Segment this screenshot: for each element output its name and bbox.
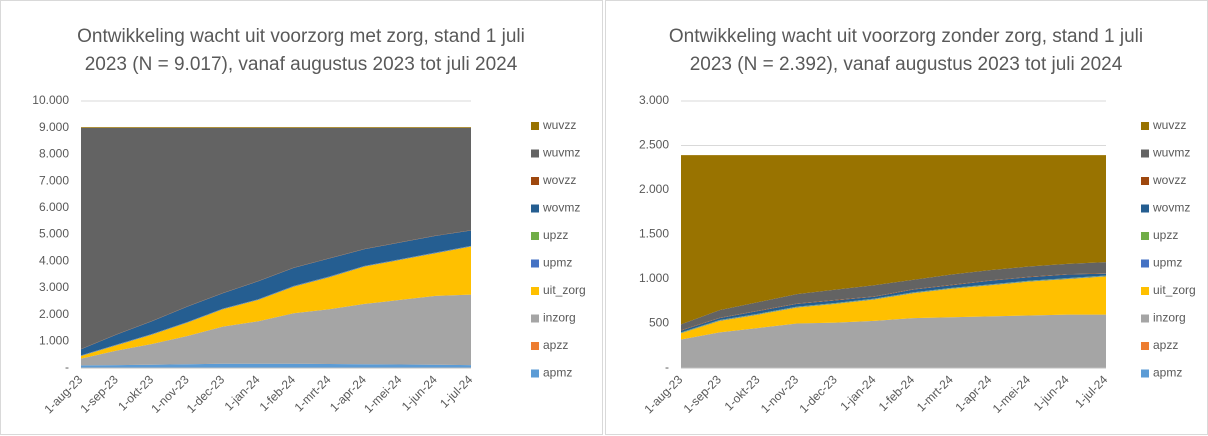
chart-title: Ontwikkeling wacht uit voorzorg zonder z… [668,26,1144,75]
legend-swatch [1141,259,1149,268]
x-tick-label: 1-mrt-24 [292,372,334,414]
legend-label: wovzz [542,173,576,187]
y-tick-label: 7.000 [39,173,69,187]
area [81,363,471,368]
legend-label: apmz [1153,366,1182,380]
x-tick-label: 1-jan-24 [838,372,879,413]
x-tick-label: 1-dec-23 [797,372,841,416]
legend-label: uit_zorg [1153,283,1196,297]
x-tick-label: 1-dec-23 [184,372,228,416]
legend-label: inzorg [543,311,576,325]
legend-swatch [531,122,539,130]
legend-swatch [531,287,539,295]
x-tick-label: 1-jul-24 [1072,372,1110,410]
legend-swatch [1141,314,1149,323]
x-tick-label: 1-jan-24 [222,372,263,413]
y-tick-label: 1.000 [39,333,69,347]
y-tick-label: - [665,360,669,374]
x-tick-label: 1-feb-24 [257,372,299,414]
legend-swatch [1141,232,1149,240]
legend-label: wuvzz [542,118,576,132]
y-tick-label: 3.000 [39,280,69,294]
chart-panel: - 500 1.000 1.500 2.000 2.500 3.000 1-aug-23 1-s… [605,0,1208,435]
legend-label: inzorg [1153,311,1186,325]
area [681,155,1106,325]
legend-swatch [531,342,539,350]
legend-swatch [531,204,539,213]
legend-label: uit_zorg [543,283,586,297]
area [681,276,1106,340]
y-tick-label: 3.000 [639,93,669,107]
x-tick-label: 1-mei-24 [361,372,405,416]
legend-swatch [531,314,539,323]
legend-label: wovmz [1152,201,1190,215]
legend-swatch [531,177,539,185]
area [681,314,1106,368]
legend-swatch [531,259,539,268]
y-tick-label: 5.000 [39,227,69,241]
area [681,262,1106,331]
area [81,127,471,128]
x-tick-label: 1-jun-24 [1031,372,1072,413]
legend-label: upzz [1153,228,1178,242]
x-tick-label: 1-feb-24 [876,372,918,414]
y-tick-label: 2.500 [639,138,669,152]
area [81,246,471,359]
y-tick-label: - [65,360,69,374]
chart: - 500 1.000 1.500 2.000 2.500 3.000 1-aug-231-s… [639,93,1196,416]
x-tick-label: 1-jul-24 [437,372,475,410]
legend-swatch [531,369,539,378]
x-tick-label: 1-aug-23 [641,372,685,416]
x-tick-label: 1-apr-24 [952,372,994,414]
y-tick-label: 10.000 [32,93,69,107]
legend-swatch [1141,287,1149,295]
legend-label: upzz [543,228,568,242]
legend-label: wovmz [542,201,580,215]
y-tick-label: 8.000 [39,147,69,161]
x-tick-label: 1-sep-23 [681,372,725,416]
legend-swatch [1141,122,1149,130]
legend-label: wovzz [1152,173,1186,187]
chart-panel: - 1.000 2.000 3.000 4.000 5.000 6.000 7.000 8.00… [0,0,603,435]
legend-label: upmz [1153,256,1182,270]
legend-swatch [531,149,539,158]
legend-swatch [1141,204,1149,213]
legend-label: wuvmz [542,146,580,160]
legend-label: apzz [1153,338,1178,352]
area [81,127,471,350]
y-tick-label: 4.000 [39,253,69,267]
legend-label: upmz [543,256,572,270]
x-tick-label: 1-nov-23 [148,372,192,416]
y-tick-label: 2.000 [39,307,69,321]
y-tick-label: 2.000 [639,182,669,196]
y-tick-label: 500 [649,316,669,330]
legend-swatch [1141,149,1149,158]
legend-swatch [1141,342,1149,350]
area [81,230,471,356]
legend-swatch [531,232,539,240]
x-tick-label: 1-mei-24 [990,372,1034,416]
y-tick-label: 6.000 [39,200,69,214]
legend-swatch [1141,369,1149,378]
legend-label: apzz [543,338,568,352]
legend-label: wuvmz [1152,146,1190,160]
legend-label: apmz [543,366,572,380]
y-tick-label: 1.000 [639,271,669,285]
x-tick-label: 1-mrt-24 [914,372,956,414]
chart: - 1.000 2.000 3.000 4.000 5.000 6.000 7.000 8.00… [32,93,586,416]
x-tick-label: 1-okt-23 [722,372,763,413]
y-tick-label: 1.500 [639,227,669,241]
legend-swatch [1141,177,1149,185]
chart-title: Ontwikkeling wacht uit voorzorg met zorg… [77,26,525,75]
x-tick-label: 1-aug-23 [41,372,85,416]
x-tick-label: 1-jun-24 [399,372,440,413]
x-tick-label: 1-nov-23 [758,372,802,416]
x-tick-label: 1-sep-23 [77,372,121,416]
area [81,294,471,366]
y-tick-label: 9.000 [39,120,69,134]
legend-label: wuvzz [1152,118,1186,132]
